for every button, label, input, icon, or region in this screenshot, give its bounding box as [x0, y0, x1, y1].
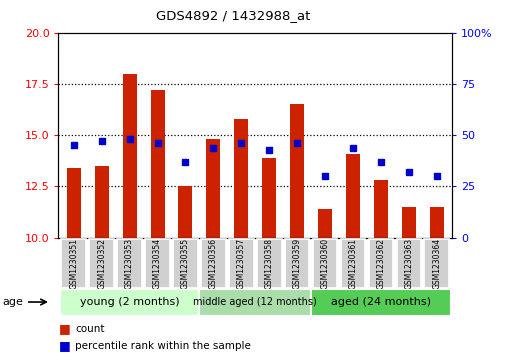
Bar	[67, 168, 81, 238]
FancyBboxPatch shape	[229, 239, 253, 287]
Bar	[346, 154, 360, 238]
FancyBboxPatch shape	[200, 289, 311, 316]
Text: GSM1230359: GSM1230359	[293, 238, 302, 289]
Text: GSM1230354: GSM1230354	[153, 238, 162, 289]
FancyBboxPatch shape	[117, 239, 142, 287]
Bar	[262, 158, 276, 238]
FancyBboxPatch shape	[145, 239, 170, 287]
Text: middle aged (12 months): middle aged (12 months)	[194, 297, 317, 307]
FancyBboxPatch shape	[173, 239, 198, 287]
FancyBboxPatch shape	[369, 239, 393, 287]
Text: GSM1230360: GSM1230360	[321, 238, 330, 289]
Text: GSM1230357: GSM1230357	[237, 238, 246, 289]
Text: GSM1230361: GSM1230361	[348, 238, 358, 289]
FancyBboxPatch shape	[397, 239, 421, 287]
FancyBboxPatch shape	[89, 239, 114, 287]
Bar	[150, 90, 165, 238]
Text: ■: ■	[58, 322, 70, 335]
Text: young (2 months): young (2 months)	[80, 297, 179, 307]
Bar	[290, 105, 304, 238]
Text: GSM1230352: GSM1230352	[97, 238, 106, 289]
FancyBboxPatch shape	[341, 239, 365, 287]
FancyBboxPatch shape	[313, 239, 337, 287]
Text: count: count	[75, 323, 105, 334]
Bar	[206, 139, 220, 238]
FancyBboxPatch shape	[60, 289, 200, 316]
Bar	[178, 187, 193, 238]
Text: GSM1230356: GSM1230356	[209, 238, 218, 289]
Text: GSM1230355: GSM1230355	[181, 238, 190, 289]
Bar	[430, 207, 444, 238]
Text: GDS4892 / 1432988_at: GDS4892 / 1432988_at	[156, 9, 311, 22]
Bar	[94, 166, 109, 238]
Text: GSM1230351: GSM1230351	[69, 238, 78, 289]
Text: ■: ■	[58, 339, 70, 352]
Bar	[122, 74, 137, 238]
Text: percentile rank within the sample: percentile rank within the sample	[75, 340, 251, 351]
Text: aged (24 months): aged (24 months)	[331, 297, 431, 307]
Text: GSM1230364: GSM1230364	[432, 238, 441, 289]
Text: age: age	[3, 297, 23, 307]
Text: GSM1230353: GSM1230353	[125, 238, 134, 289]
FancyBboxPatch shape	[285, 239, 309, 287]
Bar	[374, 180, 388, 238]
FancyBboxPatch shape	[201, 239, 226, 287]
FancyBboxPatch shape	[61, 239, 86, 287]
FancyBboxPatch shape	[311, 289, 451, 316]
Text: GSM1230363: GSM1230363	[404, 238, 414, 289]
Bar	[318, 209, 332, 238]
FancyBboxPatch shape	[425, 239, 449, 287]
FancyBboxPatch shape	[257, 239, 281, 287]
Bar	[234, 119, 248, 238]
Text: GSM1230362: GSM1230362	[376, 238, 386, 289]
Bar	[402, 207, 416, 238]
Text: GSM1230358: GSM1230358	[265, 238, 274, 289]
